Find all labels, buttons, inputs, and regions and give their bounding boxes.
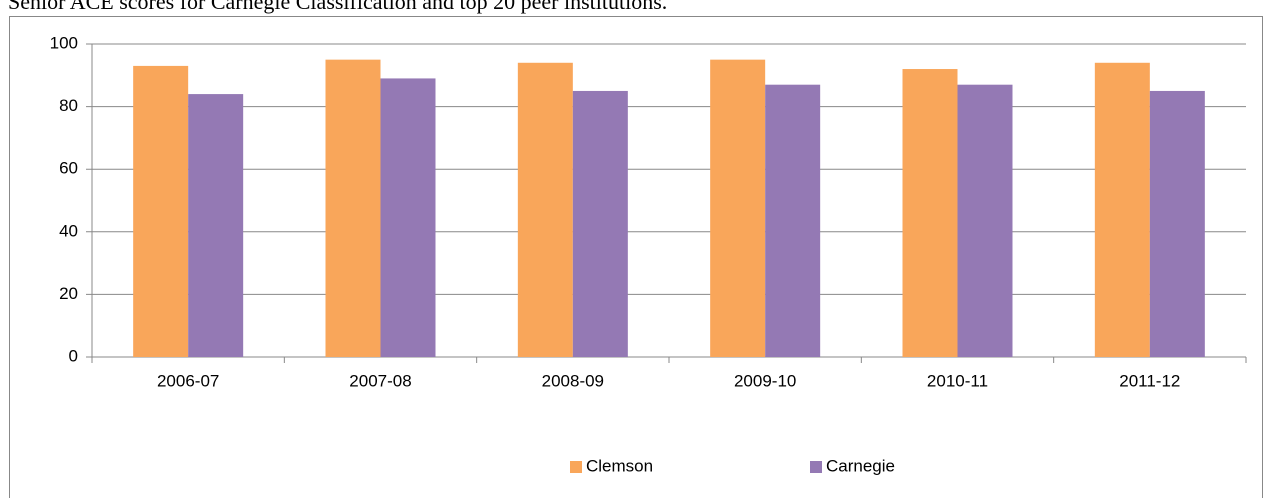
x-tick-label: 2006-07 bbox=[157, 371, 219, 390]
bar bbox=[957, 84, 1013, 357]
bar bbox=[188, 94, 244, 357]
chart-title: Senior ACE scores for Carnegie Classific… bbox=[8, 0, 667, 14]
x-tick-label: 2009-10 bbox=[734, 371, 796, 390]
x-tick-label: 2008-09 bbox=[542, 371, 604, 390]
y-tick-label: 80 bbox=[59, 96, 78, 115]
legend-swatch bbox=[810, 461, 822, 473]
y-tick-label: 40 bbox=[59, 221, 78, 240]
bar bbox=[572, 90, 628, 357]
x-tick-label: 2011-12 bbox=[1119, 371, 1180, 390]
bar bbox=[710, 59, 766, 358]
y-tick-label: 20 bbox=[59, 284, 78, 303]
legend-label: Clemson bbox=[586, 456, 653, 475]
bar bbox=[325, 59, 381, 358]
x-tick-label: 2007-08 bbox=[349, 371, 411, 390]
bar bbox=[1094, 62, 1150, 357]
legend-swatch bbox=[570, 461, 582, 473]
bar bbox=[133, 65, 189, 357]
bar bbox=[517, 62, 573, 357]
bar bbox=[902, 69, 958, 357]
chart-frame bbox=[9, 16, 1263, 498]
x-tick-label: 2010-11 bbox=[927, 371, 988, 390]
bar bbox=[380, 78, 436, 358]
bar bbox=[1149, 90, 1205, 357]
y-tick-label: 0 bbox=[69, 346, 78, 365]
y-tick-label: 60 bbox=[59, 159, 78, 178]
legend-label: Carnegie bbox=[826, 456, 895, 475]
bar bbox=[765, 84, 821, 357]
y-tick-label: 100 bbox=[50, 33, 78, 52]
